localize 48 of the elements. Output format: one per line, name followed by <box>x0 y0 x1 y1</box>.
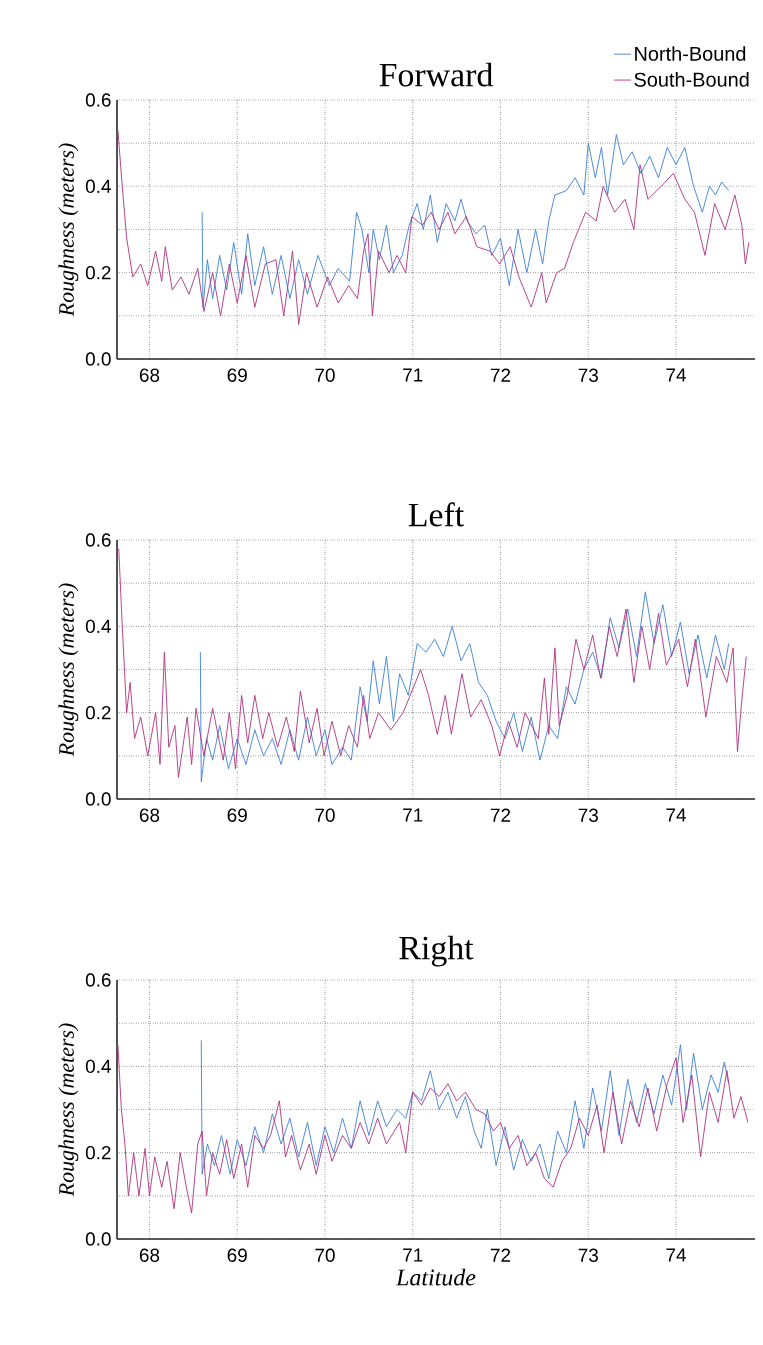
y-axis-title: Roughness (meters) <box>58 143 79 317</box>
x-tick-label: 72 <box>490 1248 511 1262</box>
x-tick-label: 74 <box>666 368 686 382</box>
x-tick-label: 73 <box>578 808 598 822</box>
x-tick-label: 73 <box>578 368 598 382</box>
x-tick-label: 68 <box>139 1248 160 1262</box>
x-tick-label: 68 <box>139 808 160 822</box>
x-tick-label: 72 <box>490 368 511 382</box>
y-axis-title: Roughness (meters) <box>58 583 79 757</box>
x-tick-label: 71 <box>403 1248 423 1262</box>
y-tick-label: 0.2 <box>85 1145 111 1160</box>
x-axis-title: Latitude <box>395 1268 476 1286</box>
x-tick-label: 71 <box>403 808 423 822</box>
line-series <box>200 1039 730 1180</box>
chart-title: Forward <box>379 62 493 87</box>
y-tick-label: 0.2 <box>85 705 111 720</box>
y-tick-label: 0.0 <box>85 1232 111 1246</box>
x-tick-label: 72 <box>490 808 511 822</box>
chart-title: Right <box>399 935 474 967</box>
x-tick-label: 69 <box>227 1248 247 1262</box>
y-tick-label: 0.4 <box>85 619 111 634</box>
x-tick-label: 74 <box>666 808 686 822</box>
x-tick-label: 71 <box>403 368 423 382</box>
y-tick-label: 0.0 <box>85 352 111 366</box>
y-tick-label: 0.2 <box>85 265 111 280</box>
legend-label: South-Bound <box>634 72 749 87</box>
line-series <box>199 591 730 783</box>
y-tick-label: 0.6 <box>85 973 111 987</box>
y-axis-title: Roughness (meters) <box>58 1023 79 1197</box>
x-tick-label: 74 <box>666 1248 686 1262</box>
x-tick-label: 70 <box>315 368 335 382</box>
y-tick-label: 0.4 <box>85 1059 111 1074</box>
x-tick-label: 70 <box>315 808 335 822</box>
x-tick-label: 69 <box>227 808 247 822</box>
line-series <box>117 129 750 325</box>
y-tick-label: 0.0 <box>85 792 111 806</box>
line-series <box>118 548 747 778</box>
x-tick-label: 70 <box>315 1248 335 1262</box>
y-tick-label: 0.6 <box>85 533 111 547</box>
line-series <box>201 134 730 308</box>
chart-title: Left <box>408 502 465 527</box>
y-tick-label: 0.6 <box>85 93 111 107</box>
legend-label: North-Bound <box>635 46 746 61</box>
x-tick-label: 73 <box>578 1248 598 1262</box>
line-series <box>117 1044 749 1214</box>
y-tick-label: 0.4 <box>85 179 111 194</box>
x-tick-label: 68 <box>139 368 160 382</box>
x-tick-label: 69 <box>227 368 247 382</box>
